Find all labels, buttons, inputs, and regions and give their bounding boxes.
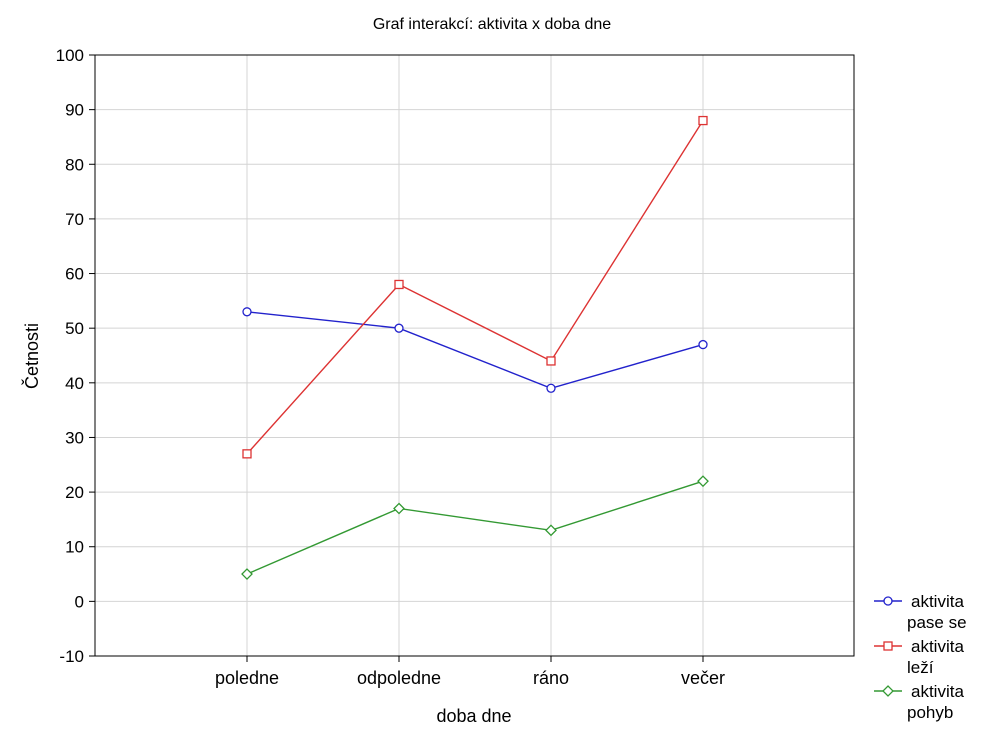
y-tick-label: -10 xyxy=(59,647,84,666)
y-tick-label: 100 xyxy=(56,46,84,65)
legend: aktivita pase se aktivita leží aktivita pohyb xyxy=(874,592,967,722)
y-tick-label: 30 xyxy=(65,428,84,447)
grid xyxy=(95,55,854,656)
data-point xyxy=(698,115,708,126)
data-point xyxy=(546,356,556,366)
y-axis-ticks: -10 0 10 20 30 40 50 60 70 80 90 100 xyxy=(56,46,95,666)
series-1 xyxy=(242,307,708,393)
data-point xyxy=(393,502,405,515)
legend-label-sub: pohyb xyxy=(907,703,953,722)
data-point xyxy=(241,568,253,580)
data-point xyxy=(394,323,404,333)
data-point xyxy=(242,449,252,459)
series-2 xyxy=(242,115,708,459)
y-tick-label: 10 xyxy=(65,538,84,557)
data-point xyxy=(697,475,709,488)
legend-marker xyxy=(883,641,893,651)
legend-marker xyxy=(883,596,893,606)
data-point xyxy=(545,524,557,537)
series-group xyxy=(241,115,709,580)
y-tick-label: 20 xyxy=(65,483,84,502)
legend-label-sub: leží xyxy=(907,658,934,677)
legend-label: aktivita xyxy=(911,637,964,656)
x-tick-label: ráno xyxy=(533,668,569,688)
y-tick-label: 90 xyxy=(65,101,84,120)
y-tick-label: 60 xyxy=(65,265,84,284)
legend-marker xyxy=(882,685,894,697)
y-tick-label: 0 xyxy=(75,592,84,611)
y-tick-label: 80 xyxy=(65,155,84,174)
y-tick-label: 40 xyxy=(65,374,84,393)
y-tick-label: 70 xyxy=(65,210,84,229)
y-axis-label: Četnosti xyxy=(21,323,42,389)
x-tick-label: odpoledne xyxy=(357,668,441,688)
plot-frame xyxy=(94,54,855,657)
legend-label: aktivita xyxy=(911,682,964,701)
series-line xyxy=(246,480,704,575)
legend-label-sub: pase se xyxy=(907,613,967,632)
x-axis-label: doba dne xyxy=(436,706,511,726)
legend-item: aktivita pohyb xyxy=(874,682,964,722)
series-line xyxy=(246,311,704,390)
data-point xyxy=(546,383,556,393)
legend-item: aktivita leží xyxy=(874,637,964,677)
legend-item: aktivita pase se xyxy=(874,592,967,632)
x-tick-label: poledne xyxy=(215,668,279,688)
series-line xyxy=(246,120,704,455)
data-point xyxy=(698,339,708,350)
data-point xyxy=(394,279,404,290)
y-tick-label: 50 xyxy=(65,319,84,338)
x-tick-label: večer xyxy=(681,668,725,688)
series-3 xyxy=(241,475,709,580)
legend-label: aktivita xyxy=(911,592,964,611)
x-axis-ticks: poledne odpoledne ráno večer xyxy=(215,656,725,688)
data-point xyxy=(242,307,252,317)
chart-title: Graf interakcí: aktivita x doba dne xyxy=(373,16,611,33)
